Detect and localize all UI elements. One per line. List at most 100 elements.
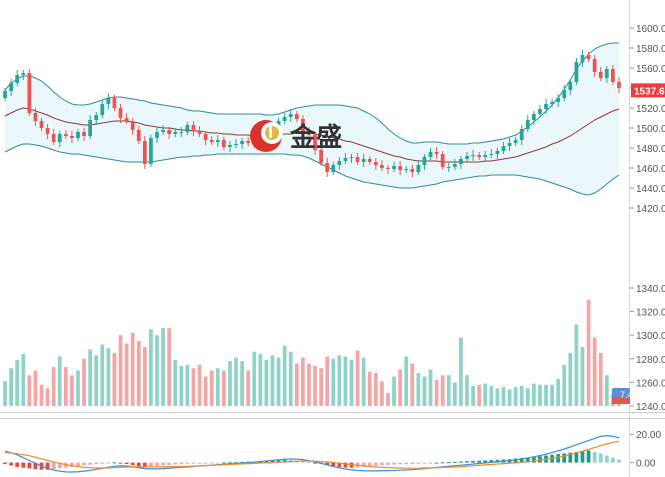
volume-bar: [106, 348, 111, 406]
axis-tick-label: 1260.00: [636, 378, 665, 389]
macd-histogram-bar: [209, 462, 214, 464]
macd-histogram-bar: [76, 462, 80, 467]
candle-body: [45, 128, 50, 134]
candle-body: [27, 73, 32, 113]
macd-histogram-bar: [483, 460, 488, 463]
macd-histogram-bar: [240, 461, 244, 463]
last-price-tag: 1537.65: [631, 83, 665, 98]
candle-body: [422, 157, 427, 165]
candle-body: [610, 69, 615, 82]
candle-body: [331, 165, 336, 172]
macd-histogram-bar: [598, 453, 603, 463]
macd-histogram-bar: [215, 462, 220, 464]
candle-body: [495, 151, 500, 154]
candle-body: [203, 134, 208, 140]
macd-histogram-bar: [404, 462, 409, 465]
candle-body: [404, 169, 409, 170]
macd-histogram-bar: [136, 462, 141, 467]
volume-bar: [155, 335, 159, 406]
macd-histogram-bar: [88, 462, 93, 465]
candle-body: [51, 134, 56, 142]
macd-histogram-bar: [440, 462, 445, 464]
macd-histogram-bar: [276, 460, 281, 463]
macd-histogram-bar: [270, 460, 275, 463]
volume-bar: [343, 356, 348, 406]
volume-bar: [568, 352, 573, 406]
candle-body: [598, 72, 603, 78]
volume-layer: [3, 299, 621, 406]
volume-bar: [434, 380, 439, 406]
candle-body: [215, 140, 220, 142]
volume-bar: [70, 375, 74, 406]
macd-histogram-bar: [179, 462, 184, 465]
candle-body: [386, 168, 390, 169]
candle-body: [288, 114, 293, 117]
axis-tick-label: 1500.00: [636, 124, 665, 135]
macd-histogram-bar: [149, 462, 153, 467]
volume-bar: [519, 385, 524, 406]
volume-bar: [100, 344, 105, 406]
macd-histogram-bar: [428, 462, 433, 464]
macd-histogram-bar: [124, 462, 129, 465]
volume-bar: [39, 384, 44, 406]
macd-histogram-bar: [580, 451, 585, 463]
volume-tag-label: 7.4: [620, 390, 633, 400]
volume-bar: [76, 370, 80, 406]
macd-histogram-bar: [33, 462, 38, 470]
volume-bar: [580, 347, 585, 406]
macd-histogram-bar: [331, 462, 336, 467]
bollinger-middle: [4, 107, 620, 163]
volume-bar: [94, 355, 99, 406]
macd-histogram-bar: [568, 452, 573, 463]
volume-bar: [203, 376, 208, 406]
candle-body: [343, 158, 348, 161]
macd-histogram-bar: [337, 462, 342, 467]
candle-body: [489, 154, 494, 155]
candle-body: [149, 138, 153, 164]
axis-tick-label: 1300.00: [636, 331, 665, 342]
volume-bar: [179, 365, 184, 406]
macd-histogram-bar: [15, 462, 20, 467]
volume-bar: [142, 347, 147, 406]
candle-body: [161, 130, 165, 132]
candle-body: [373, 162, 378, 165]
volume-bar: [264, 359, 269, 406]
volume-bar: [252, 351, 257, 406]
macd-histogram-bar: [27, 462, 32, 469]
axis-tick-label: 1280.00: [636, 355, 665, 366]
volume-bar: [550, 384, 554, 406]
candle-body: [70, 136, 74, 138]
macd-histogram-bar: [586, 450, 591, 463]
candle-body: [179, 132, 184, 133]
watermark-text: 金盛: [289, 122, 342, 153]
candle-body: [459, 159, 463, 164]
last-price-label: 1537.65: [634, 86, 665, 97]
candle-body: [525, 120, 530, 129]
volume-bar: [416, 372, 421, 406]
candle-body: [325, 163, 330, 172]
candle-body: [483, 155, 488, 157]
candle-body: [118, 108, 123, 118]
candle-body: [234, 144, 238, 145]
macd-histogram-bar: [489, 460, 494, 463]
macd-histogram-bar: [118, 462, 123, 464]
candle-body: [76, 132, 80, 138]
volume-bar: [586, 299, 591, 406]
macd-histogram-bar: [477, 460, 482, 463]
macd-histogram-bar: [556, 454, 561, 463]
candle-body: [410, 169, 415, 172]
macd-dea-line: [5, 440, 620, 469]
macd-histogram-bar: [416, 462, 421, 464]
volume-bar: [288, 351, 293, 406]
volume-bar: [562, 364, 567, 406]
candle-body: [39, 121, 44, 128]
volume-bar: [422, 376, 427, 406]
macd-histogram-bar: [410, 462, 415, 465]
macd-histogram-bar: [380, 462, 384, 466]
volume-bar: [428, 369, 433, 406]
macd-histogram-bar: [221, 462, 226, 464]
volume-tag: 7.4: [612, 388, 633, 404]
axis-tick-label: 1440.00: [636, 184, 665, 195]
macd-histogram-bar: [446, 462, 451, 464]
volume-bar: [446, 375, 451, 406]
